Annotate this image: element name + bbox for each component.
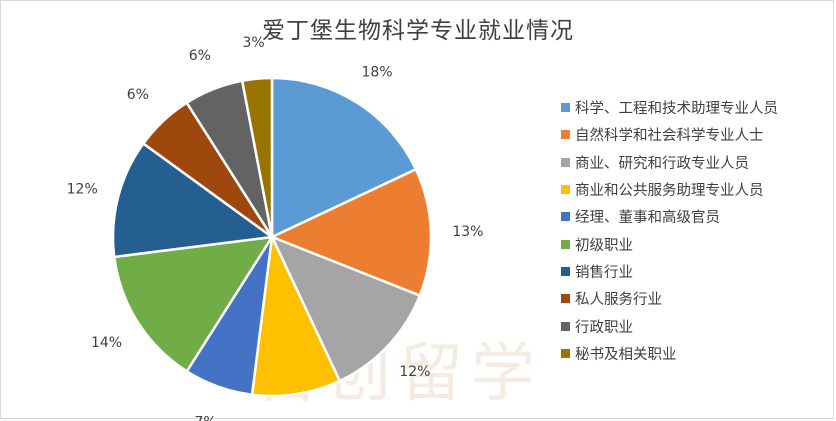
legend-swatch bbox=[561, 294, 570, 304]
legend-item-4: 商业和公共服务助理专业人员 bbox=[561, 176, 778, 203]
legend-label: 经理、董事和高级官员 bbox=[575, 210, 720, 227]
pie-slice-4 bbox=[250, 232, 342, 398]
legend-label: 初级职业 bbox=[575, 237, 633, 254]
pie-slice-10 bbox=[240, 76, 274, 238]
legend-swatch bbox=[561, 348, 570, 358]
data-label-5: 7% bbox=[194, 414, 216, 421]
legend-label: 销售行业 bbox=[575, 264, 633, 281]
legend-label: 商业和公共服务助理专业人员 bbox=[575, 183, 764, 200]
pie-slice-7 bbox=[111, 141, 276, 259]
pie-slice-6 bbox=[112, 235, 275, 373]
legend-item-6: 初级职业 bbox=[561, 230, 778, 257]
legend-swatch bbox=[561, 239, 570, 249]
chart-title: 爱丁堡生物科学专业就业情况 bbox=[262, 18, 574, 44]
legend-swatch bbox=[561, 212, 570, 222]
pie-data-labels: 18%13%12%9%7%14%12%6%6%3% bbox=[67, 35, 484, 421]
pie-slice-1 bbox=[270, 76, 418, 239]
legend-label: 私人服务行业 bbox=[575, 292, 662, 309]
data-label-9: 6% bbox=[189, 48, 211, 64]
pie-slice-2 bbox=[268, 167, 433, 298]
data-label-2: 13% bbox=[452, 224, 483, 240]
legend-item-1: 科学、工程和技术助理专业人员 bbox=[561, 94, 778, 121]
legend-item-7: 销售行业 bbox=[561, 258, 778, 285]
pie-slices bbox=[111, 76, 433, 398]
legend-item-5: 经理、董事和高级官员 bbox=[561, 203, 778, 230]
legend-label: 秘书及相关职业 bbox=[575, 346, 677, 363]
data-label-10: 3% bbox=[242, 35, 264, 51]
legend: 科学、工程和技术助理专业人员 自然科学和社会科学专业人士 商业、研究和行政专业人员商… bbox=[561, 94, 778, 367]
legend-label: 商业、研究和行政专业人员 bbox=[575, 155, 749, 172]
data-label-6: 14% bbox=[91, 335, 122, 351]
legend-swatch bbox=[561, 266, 570, 276]
legend-item-2: 自然科学和社会科学专业人士 bbox=[561, 121, 778, 148]
legend-label: 自然科学和社会科学专业人士 bbox=[575, 128, 764, 145]
data-label-8: 6% bbox=[127, 87, 149, 103]
legend-label: 科学、工程和技术助理专业人员 bbox=[575, 101, 778, 118]
pie-slice-3 bbox=[269, 234, 422, 383]
legend-item-3: 商业、研究和行政专业人员 bbox=[561, 149, 778, 176]
legend-item-8: 私人服务行业 bbox=[561, 285, 778, 312]
data-label-3: 12% bbox=[399, 364, 430, 380]
legend-item-10: 秘书及相关职业 bbox=[561, 340, 778, 367]
legend-swatch bbox=[561, 157, 570, 167]
legend-swatch bbox=[561, 130, 570, 140]
legend-item-9: 行政职业 bbox=[561, 312, 778, 339]
data-label-7: 12% bbox=[67, 181, 98, 197]
data-label-1: 18% bbox=[361, 65, 392, 81]
legend-swatch bbox=[561, 103, 570, 113]
legend-swatch bbox=[561, 321, 570, 331]
legend-swatch bbox=[561, 185, 570, 195]
legend-label: 行政职业 bbox=[575, 319, 633, 336]
